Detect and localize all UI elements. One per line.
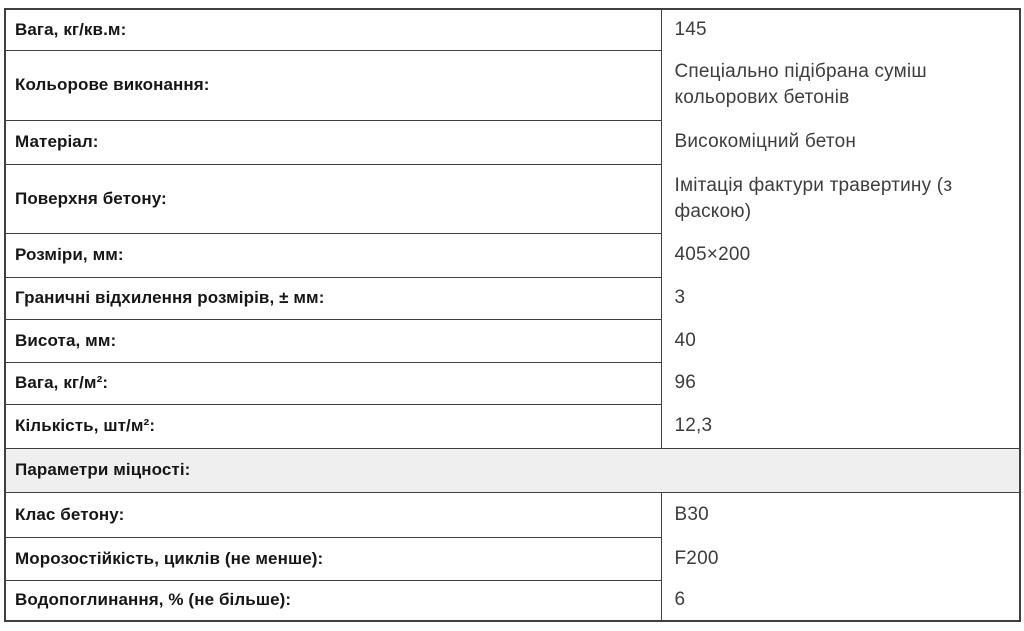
table-row: Кількість, шт/м²: 12,3	[5, 404, 1020, 449]
spec-label-frost-resistance: Морозостійкість, циклів (не менше):	[5, 537, 662, 581]
section-header-strength: Параметри міцності:	[5, 447, 1020, 493]
table-row: Морозостійкість, циклів (не менше): F200	[5, 537, 1020, 581]
table-row: Вага, кг/кв.м: 145	[5, 9, 1020, 51]
spec-value-tolerance: 3	[674, 287, 686, 309]
table-row: Матеріал: Високоміцний бетон	[5, 120, 1020, 165]
spec-label-water-absorption: Водопоглинання, % (не більше):	[5, 580, 662, 622]
table-row: Поверхня бетону: Імітація фактури травер…	[5, 164, 1020, 234]
spec-value-quantity: 12,3	[674, 414, 713, 436]
spec-value-surface: Імітація фактури травертину (з фаскою)	[674, 174, 953, 222]
table-row: Висота, мм: 40	[5, 319, 1020, 363]
spec-value-material: Високоміцний бетон	[674, 131, 857, 153]
spec-value-weight-sqm: 145	[674, 19, 707, 41]
table-row: Клас бетону: B30	[5, 492, 1020, 538]
spec-value-water-absorption: 6	[674, 589, 686, 611]
section-header-row: Параметри міцності:	[5, 447, 1020, 493]
table-row: Граничні відхилення розмірів, ± мм: 3	[5, 277, 1020, 320]
table-row: Кольорове виконання: Спеціально підібран…	[5, 50, 1020, 121]
spec-label-material: Матеріал:	[5, 120, 662, 165]
spec-value-weight-m2: 96	[674, 372, 697, 394]
spec-label-weight-sqm: Вага, кг/кв.м:	[5, 9, 662, 51]
spec-label-concrete-class: Клас бетону:	[5, 492, 662, 538]
table-row: Розміри, мм: 405×200	[5, 233, 1020, 278]
spec-value-color: Спеціально підібрана суміш кольорових бе…	[674, 61, 927, 108]
spec-value-dimensions: 405×200	[674, 244, 751, 266]
spec-label-surface: Поверхня бетону:	[5, 164, 662, 234]
spec-value-concrete-class: B30	[674, 503, 709, 525]
spec-value-height: 40	[674, 329, 697, 351]
spec-value-frost-resistance: F200	[674, 547, 719, 569]
spec-table: Вага, кг/кв.м: 145 Кольорове виконання: …	[4, 8, 1021, 622]
spec-label-weight-m2: Вага, кг/м²:	[5, 362, 662, 405]
spec-label-tolerance: Граничні відхилення розмірів, ± мм:	[5, 277, 662, 320]
spec-label-color: Кольорове виконання:	[5, 50, 662, 121]
spec-label-quantity: Кількість, шт/м²:	[5, 404, 662, 449]
table-row: Вага, кг/м²: 96	[5, 362, 1020, 405]
spec-label-height: Висота, мм:	[5, 319, 662, 363]
table-row: Водопоглинання, % (не більше): 6	[5, 580, 1020, 622]
spec-label-dimensions: Розміри, мм:	[5, 233, 662, 278]
